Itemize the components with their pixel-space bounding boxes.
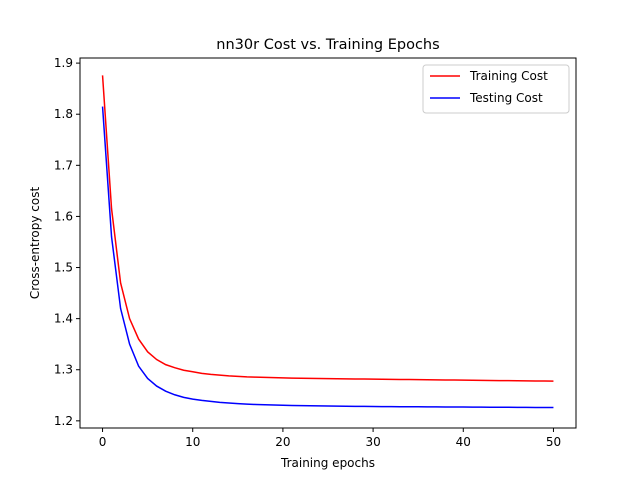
y-tick-label-2: 1.4 [54,312,73,326]
x-tick-label-5: 50 [546,435,561,449]
legend-box [422,64,570,114]
y-tick-label-0: 1.2 [54,414,73,428]
y-tick-label-1: 1.3 [54,363,73,377]
series-line-1 [101,106,554,409]
y-tick-label-3: 1.5 [54,261,73,275]
x-axis-ticks: 0 10 20 30 40 50 [99,428,561,449]
y-tick-label-6: 1.8 [54,107,73,121]
x-tick-label-0: 0 [99,435,107,449]
legend-label-1: Testing Cost [469,91,543,105]
y-tick-label-7: 1.9 [54,56,73,70]
x-axis-label: Training epochs [280,456,375,470]
series-line-0 [101,75,554,382]
x-tick-label-4: 40 [456,435,471,449]
y-axis-ticks: 1.2 1.3 1.4 1.5 1.6 1.7 1.8 1.9 [54,56,80,428]
y-tick-label-4: 1.6 [54,209,73,223]
series-lines [101,75,554,409]
x-tick-label-1: 10 [185,435,200,449]
y-tick-label-5: 1.7 [54,158,73,172]
x-tick-label-2: 20 [275,435,290,449]
legend: Training Cost Testing Cost [422,64,570,114]
chart-title: nn30r Cost vs. Training Epochs [216,37,439,53]
x-tick-label-3: 30 [365,435,380,449]
y-axis-label: Cross-entropy cost [28,187,42,300]
legend-label-0: Training Cost [469,69,548,83]
plot-frame [79,57,577,429]
